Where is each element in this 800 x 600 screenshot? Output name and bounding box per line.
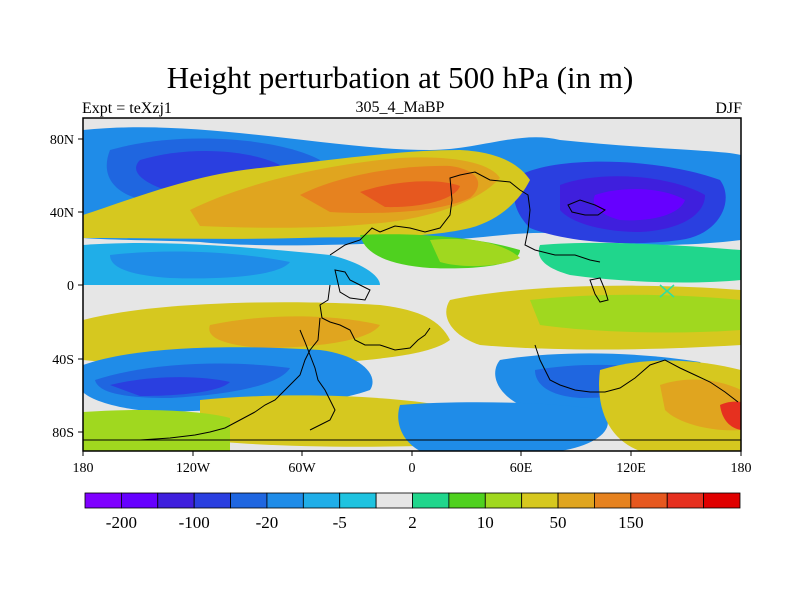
colorbar-swatch xyxy=(266,492,304,509)
colorbar-swatch xyxy=(157,492,195,509)
colorbar-swatch xyxy=(339,492,377,509)
colorbar-swatch xyxy=(375,492,413,509)
colorbar-swatch xyxy=(666,492,705,509)
colorbar-swatch xyxy=(230,492,268,509)
x-tick-label: 60E xyxy=(510,461,533,476)
colorbar-swatch xyxy=(594,492,632,509)
x-tick-label: 180 xyxy=(731,461,752,476)
coastline-southern-east xyxy=(534,344,739,403)
colorbar-swatch xyxy=(484,492,523,509)
tick-marks xyxy=(78,138,742,456)
colorbar-swatch xyxy=(557,492,595,509)
colorbar-label: -5 xyxy=(333,513,347,532)
south-east-lime xyxy=(530,294,741,333)
equatorial-lime xyxy=(430,238,520,267)
season-label: DJF xyxy=(715,100,742,117)
coastline-americas xyxy=(329,171,601,263)
far-south-yellow xyxy=(200,395,451,447)
colorbar-swatch xyxy=(703,492,741,509)
colorbar-label: -100 xyxy=(179,513,210,532)
colorbar-swatch xyxy=(193,492,231,509)
y-tick-label: 40S xyxy=(52,353,74,368)
y-tick-label: 40N xyxy=(50,206,74,221)
colorbar-swatch xyxy=(630,492,668,509)
colorbar-swatch xyxy=(84,492,122,509)
coastline-asia-islands xyxy=(567,199,606,216)
colorbar xyxy=(84,492,741,509)
far-south-east-red xyxy=(720,401,741,430)
coastline-pacific-island xyxy=(589,277,609,303)
colorbar-label: 50 xyxy=(550,513,567,532)
far-south-blue xyxy=(398,402,608,451)
colorbar-label: 2 xyxy=(408,513,417,532)
colorbar-labels: -200 -100 -20 -5 2 10 50 150 xyxy=(106,513,644,532)
x-tick-label: 180 xyxy=(73,461,94,476)
east-violet-core xyxy=(593,188,685,221)
colorbar-swatch xyxy=(120,492,159,509)
height-field xyxy=(83,118,741,451)
equatorial-blue xyxy=(110,251,290,279)
far-south-east-orange xyxy=(660,379,741,431)
colorbar-swatch xyxy=(302,492,341,509)
chart-title: Height perturbation at 500 hPa (in m) xyxy=(166,60,634,95)
y-tick-label: 80N xyxy=(50,133,74,148)
x-tick-label: 120E xyxy=(616,461,646,476)
colorbar-label: -20 xyxy=(256,513,279,532)
y-tick-label: 80S xyxy=(52,426,74,441)
colorbar-swatch xyxy=(521,492,559,509)
coastline-atlantic-islands xyxy=(334,269,371,301)
colorbar-swatch xyxy=(412,492,450,509)
colorbar-label: 10 xyxy=(477,513,494,532)
pacific-marker xyxy=(659,284,675,298)
x-tick-label: 0 xyxy=(409,461,416,476)
north-ridge-peak xyxy=(360,181,460,208)
east-teal-band xyxy=(538,242,741,283)
south-west-indigo xyxy=(110,377,230,396)
run-label: 305_4_MaBP xyxy=(355,99,445,116)
far-south-lime xyxy=(83,410,230,451)
coastline-africa-west xyxy=(299,329,336,431)
experiment-label: Expt = teXzj1 xyxy=(82,100,172,117)
y-tick-label: 0 xyxy=(67,279,74,294)
colorbar-swatch xyxy=(448,492,486,509)
coastline-panama xyxy=(319,284,431,351)
coastline-south-america xyxy=(90,317,321,441)
colorbar-label: 150 xyxy=(618,513,644,532)
x-tick-label: 120W xyxy=(176,461,211,476)
coastlines xyxy=(83,171,741,441)
x-tick-label: 60W xyxy=(288,461,316,476)
colorbar-label: -200 xyxy=(106,513,137,532)
